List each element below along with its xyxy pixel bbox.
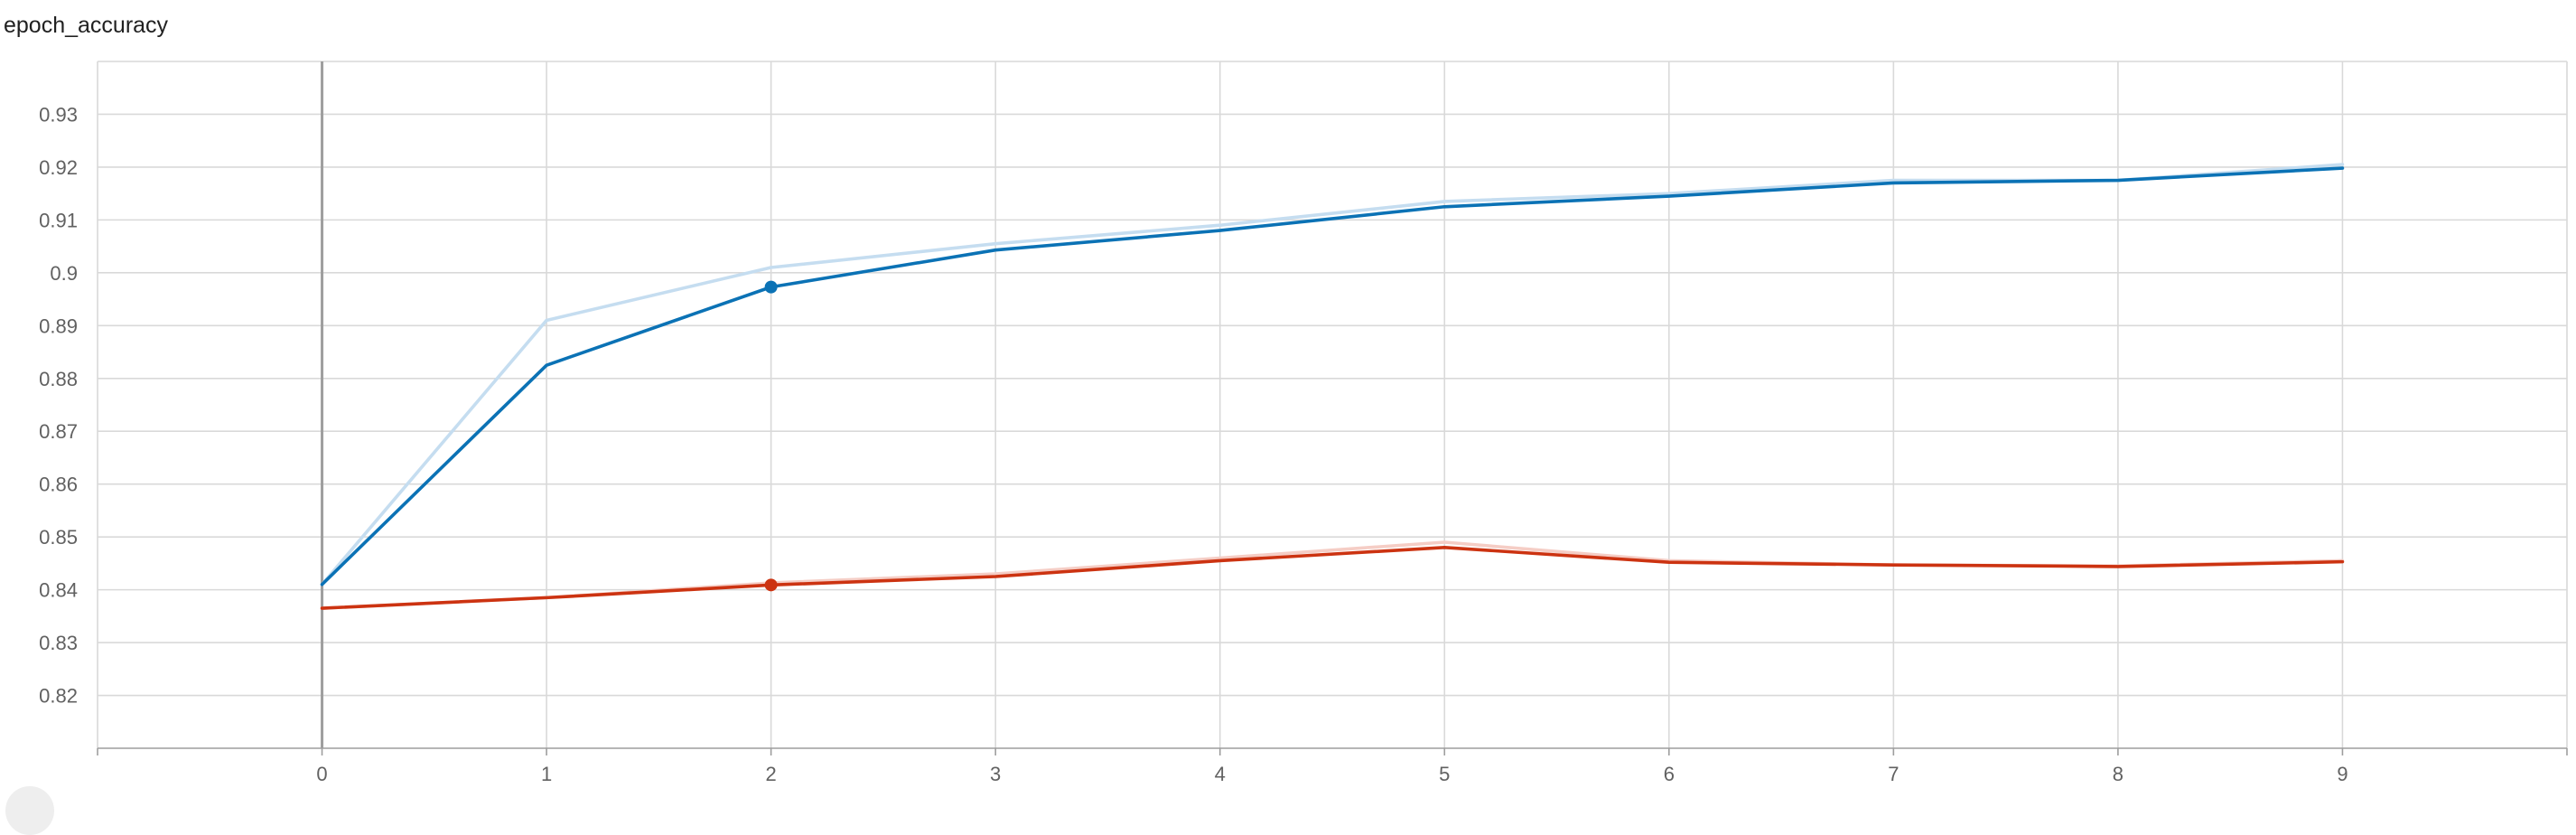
series-line-1 [320, 166, 2345, 586]
chart-title: epoch_accuracy [4, 13, 169, 38]
series-point-1 [764, 280, 778, 294]
series-line-2 [320, 540, 2345, 610]
grid-layer [98, 61, 2568, 748]
x-tick-label: 0 [316, 763, 327, 785]
series-line-0 [320, 163, 2345, 586]
x-tick-label: 1 [541, 763, 552, 785]
y-tick-label: 0.86 [39, 474, 78, 496]
x-tick-label: 9 [2337, 763, 2347, 785]
y-tick-label: 0.89 [39, 314, 78, 337]
y-tick-label: 0.84 [39, 579, 78, 602]
epoch-accuracy-chart: 0.82 0.83 0.84 0.85 0.86 0.87 0.88 0.89 0.9 0.91 0… [39, 61, 2568, 785]
series-line-3 [320, 546, 2345, 610]
y-tick-label: 0.88 [39, 368, 78, 390]
axis-layer [97, 61, 2568, 755]
x-tick-label: 3 [990, 763, 1001, 785]
y-tick-label: 0.9 [50, 262, 78, 285]
y-tick-label: 0.83 [39, 632, 78, 654]
x-tick-label: 8 [2113, 763, 2123, 785]
x-tick-label: 2 [766, 763, 777, 785]
tick-label-layer: 0.82 0.83 0.84 0.85 0.86 0.87 0.88 0.89 0.9 0.91 0… [39, 103, 2347, 785]
x-tick-label: 4 [1215, 763, 1226, 785]
y-tick-label: 0.82 [39, 685, 78, 708]
y-tick-label: 0.93 [39, 103, 78, 126]
series-layer [320, 163, 2345, 610]
x-tick-label: 7 [1888, 763, 1899, 785]
x-tick-label: 5 [1439, 763, 1450, 785]
chart-action-button[interactable] [5, 786, 54, 835]
x-tick-label: 6 [1664, 763, 1675, 785]
y-tick-label: 0.92 [39, 156, 78, 179]
series-point-3 [764, 578, 778, 592]
y-tick-label: 0.91 [39, 209, 78, 231]
y-tick-label: 0.87 [39, 420, 78, 443]
y-tick-label: 0.85 [39, 526, 78, 549]
